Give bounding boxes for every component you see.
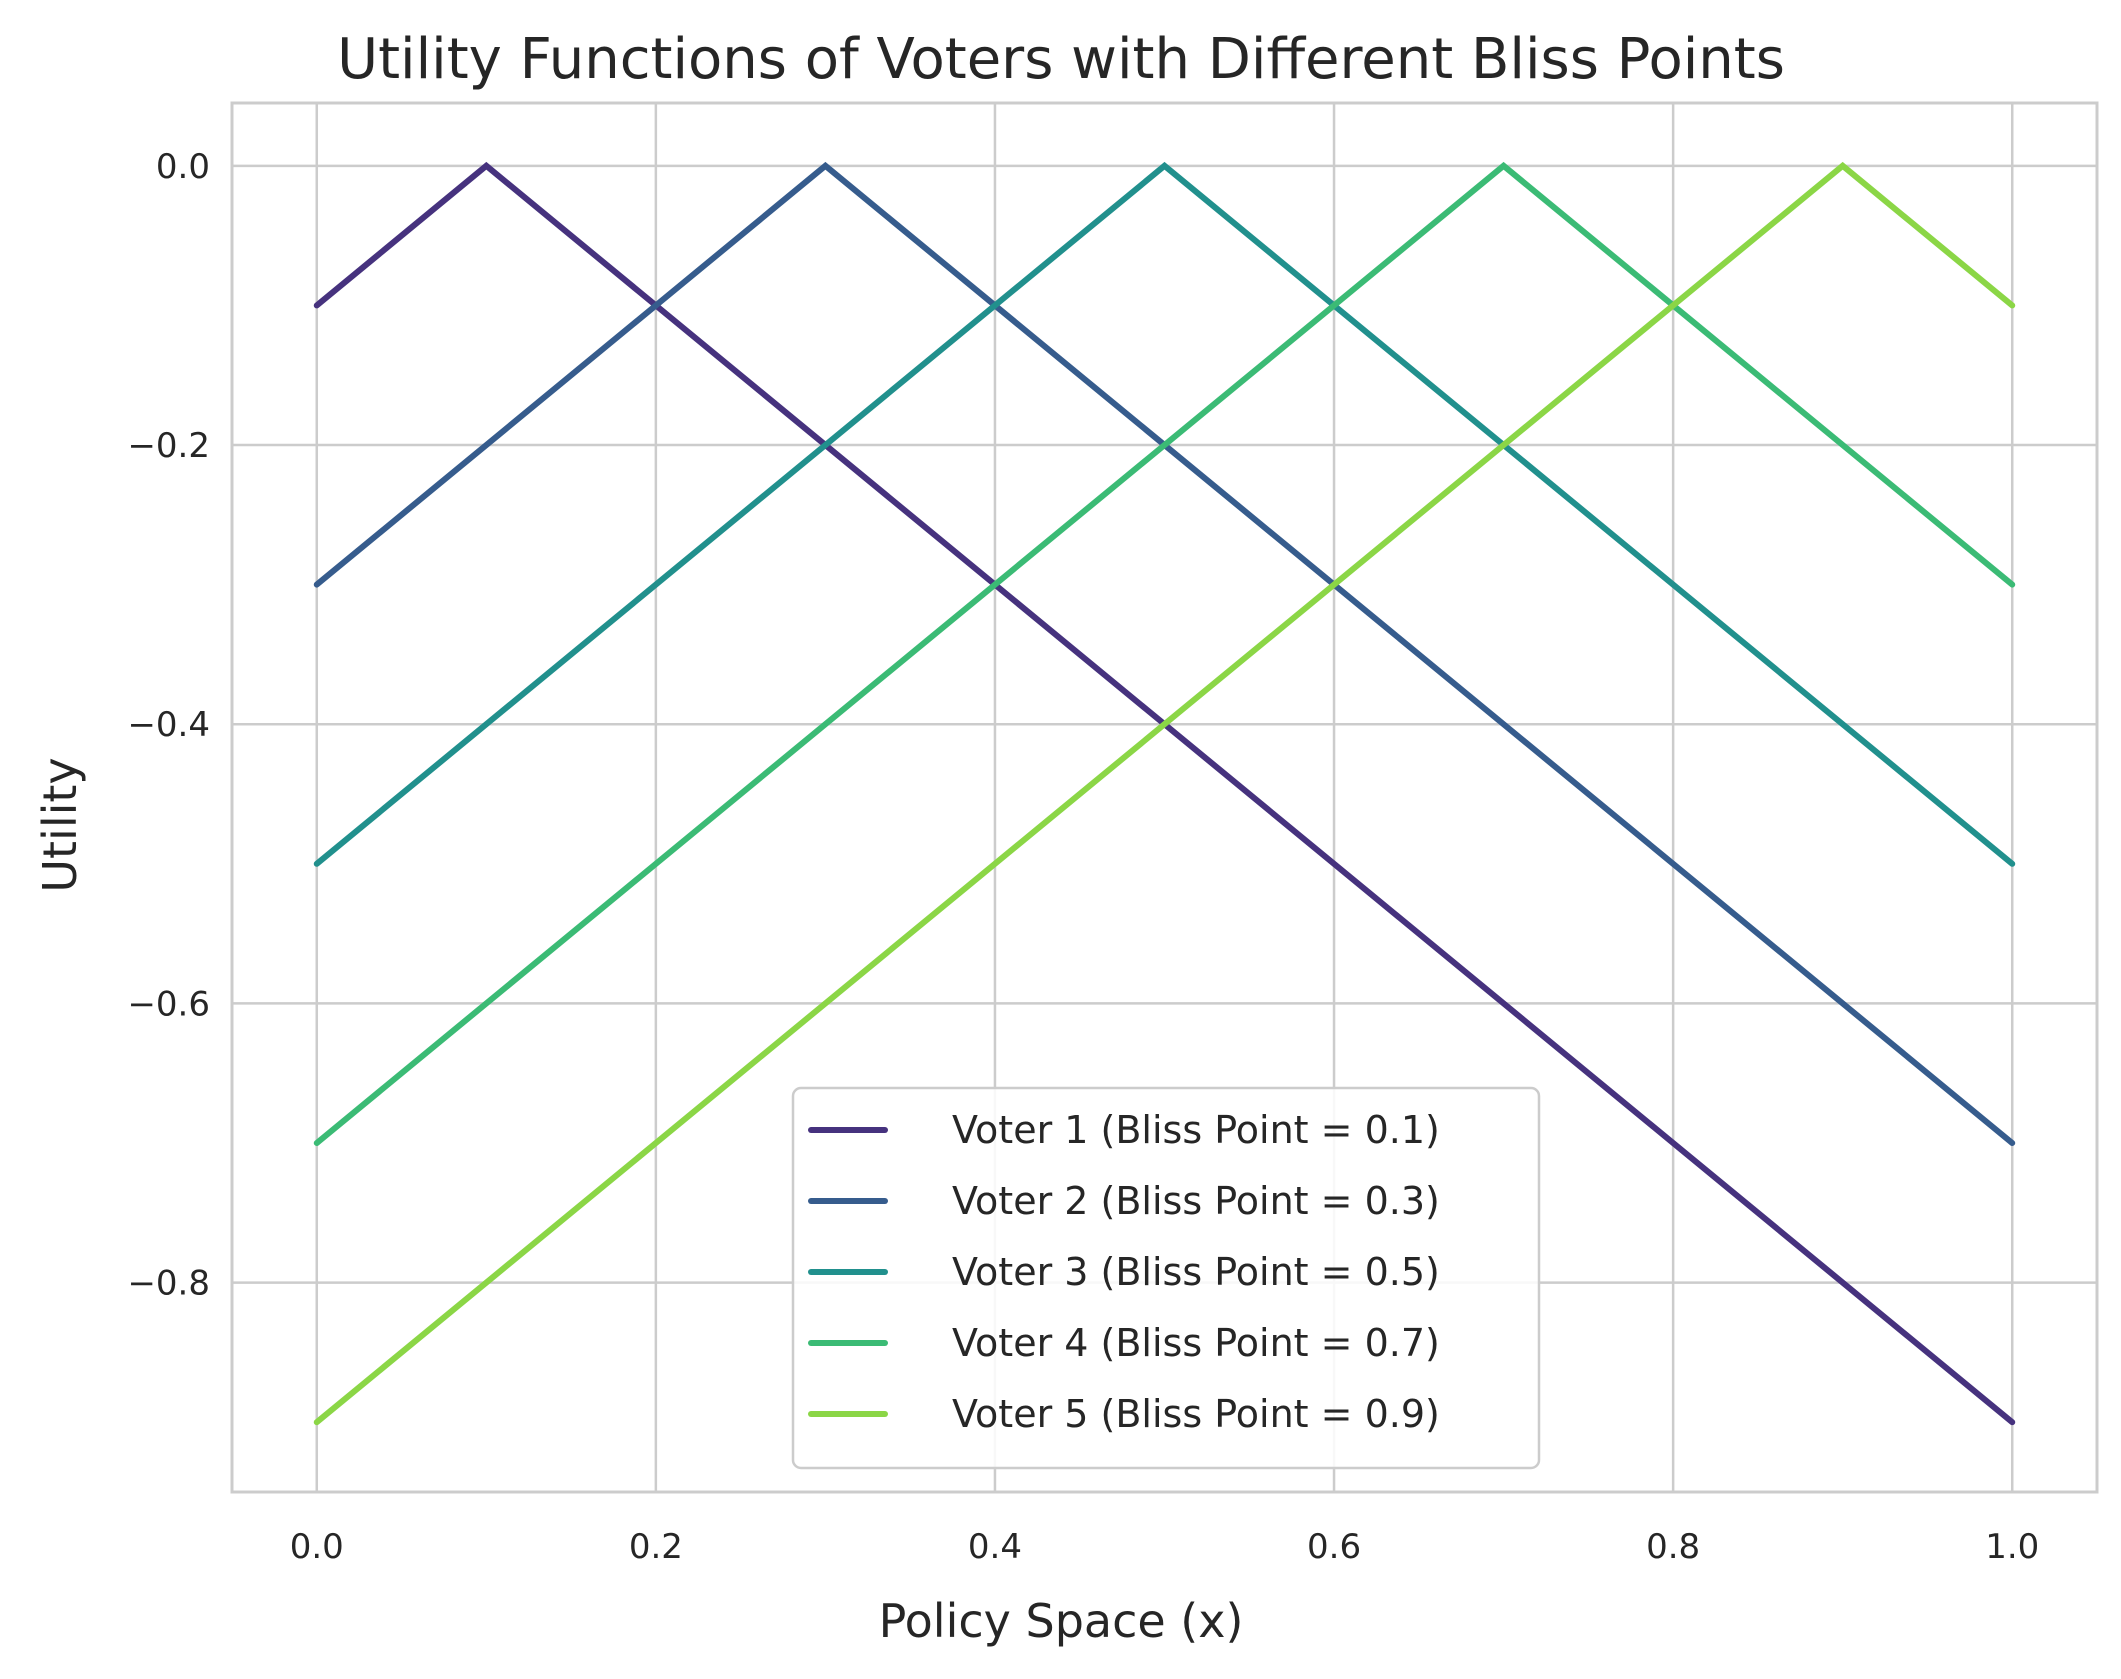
x-tick-label: 0.0 <box>290 1527 344 1567</box>
tick-labels: 0.0 0.2 0.4 0.6 0.8 1.0 0.0 −0.2 −0.4 −0.6 −0.8 <box>127 147 2039 1567</box>
x-tick-label: 0.8 <box>1646 1527 1700 1567</box>
plot-frame <box>230 101 2099 1494</box>
legend-box <box>791 1086 1541 1470</box>
x-tick-label: 1.0 <box>1985 1527 2039 1567</box>
series-line-voter-4 <box>313 161 2016 1147</box>
legend: Voter 1 (Bliss Point = 0.1) Voter 2 (Blis… <box>791 1086 1541 1470</box>
legend-label-voter-5: Voter 5 (Bliss Point = 0.9) <box>952 1392 1440 1436</box>
y-axis-label: Utility <box>33 757 87 892</box>
series-line-voter-2 <box>313 161 2016 1147</box>
legend-label-voter-4: Voter 4 (Bliss Point = 0.7) <box>952 1321 1440 1365</box>
chart-title: Utility Functions of Voters with Differe… <box>337 27 1785 92</box>
series-line-voter-3 <box>313 161 2016 867</box>
y-tick-label: −0.8 <box>127 1264 210 1304</box>
x-axis-label: Policy Space (x) <box>879 1594 1244 1648</box>
legend-label-voter-1: Voter 1 (Bliss Point = 0.1) <box>952 1108 1440 1152</box>
y-tick-label: −0.2 <box>127 426 210 466</box>
series-layer <box>313 161 2016 1426</box>
x-tick-label: 0.4 <box>968 1527 1022 1567</box>
y-tick-label: −0.6 <box>127 984 210 1024</box>
x-tick-label: 0.6 <box>1307 1527 1361 1567</box>
x-tick-label: 0.2 <box>629 1527 683 1567</box>
legend-label-voter-3: Voter 3 (Bliss Point = 0.5) <box>952 1250 1440 1294</box>
y-tick-label: 0.0 <box>156 147 210 187</box>
legend-label-voter-2: Voter 2 (Bliss Point = 0.3) <box>952 1179 1440 1223</box>
series-line-voter-5 <box>313 161 2016 1426</box>
series-line-voter-1 <box>313 161 2016 1426</box>
y-tick-label: −0.4 <box>127 705 210 745</box>
